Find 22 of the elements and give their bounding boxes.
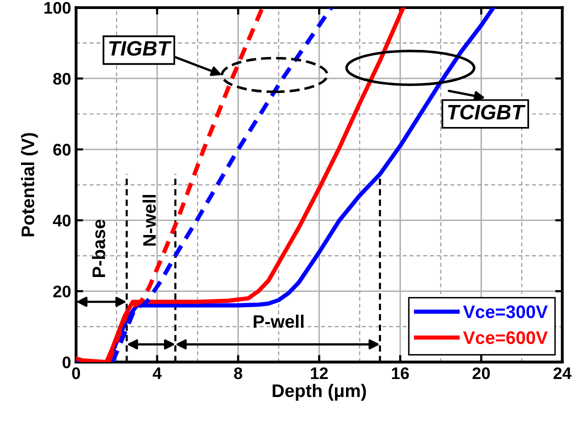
x-tick-label: 0 <box>72 367 80 380</box>
annotation: TIGBT <box>109 40 172 56</box>
y-tick-label: 40 <box>52 214 71 226</box>
x-tick-label: 24 <box>554 367 572 380</box>
y-tick-label: 0 <box>62 356 71 368</box>
legend-label: Vce=600V <box>463 331 548 344</box>
x-tick-label: 12 <box>310 367 328 380</box>
x-tick-label: 8 <box>234 367 242 380</box>
y-tick-label: 100 <box>44 2 71 14</box>
y-tick-label: 60 <box>53 144 71 156</box>
legend-label: Vce=300V <box>463 305 548 318</box>
annotation: TCIGBT <box>448 104 526 120</box>
annotation: N-well <box>142 194 156 246</box>
x-tick-label: 20 <box>472 367 490 380</box>
x-axis-title: Depth (μm) <box>272 384 366 401</box>
y-tick-label: 20 <box>53 286 71 298</box>
x-tick-label: 4 <box>152 368 162 380</box>
x-tick-label: 16 <box>392 367 409 380</box>
y-tick-label: 80 <box>53 72 71 85</box>
annotation: P-well <box>254 314 304 328</box>
y-axis-title: Potential (V) <box>21 133 38 236</box>
annotation: P-base <box>92 220 106 278</box>
